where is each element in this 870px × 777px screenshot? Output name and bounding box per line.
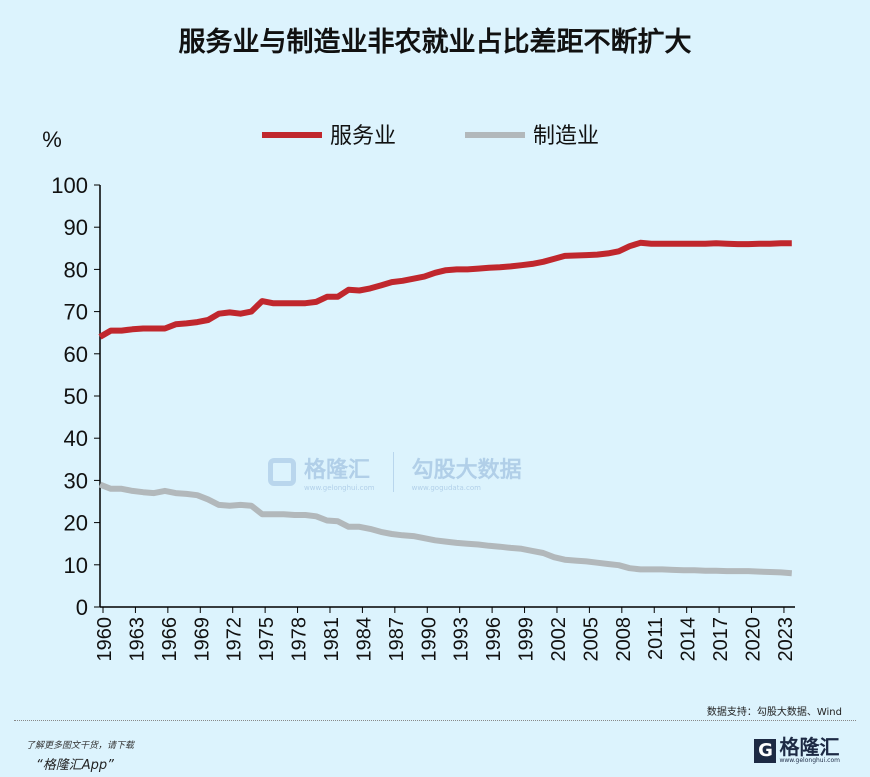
- gelonghui-logo-icon: [268, 458, 296, 486]
- x-tick-label: 2017: [710, 617, 732, 662]
- y-tick-label: 10: [64, 553, 88, 578]
- y-tick-label: 100: [51, 173, 88, 198]
- y-axis-label: %: [42, 127, 62, 152]
- x-tick-label: 1990: [418, 617, 440, 662]
- source-note: 数据支持：勾股大数据、Wind: [706, 707, 842, 718]
- x-tick-label: 1966: [159, 617, 181, 662]
- y-tick-label: 30: [64, 468, 88, 493]
- x-tick-label: 2008: [613, 617, 635, 662]
- x-tick-label: 2005: [580, 617, 602, 662]
- legend-label: 服务业: [330, 124, 396, 149]
- line-chart: % 0 10 20 30 40 50 60 70 80 90 100 1960 1963 1966 1969 1…: [42, 124, 797, 662]
- watermark-left: 格隆汇: [304, 458, 371, 483]
- x-tick-label: 1963: [126, 617, 148, 662]
- y-tick-label: 70: [64, 300, 88, 325]
- x-tick-label: 2014: [678, 617, 700, 662]
- logo: G 格隆汇 www.gelonghui.com: [754, 737, 840, 764]
- x-tick-label: 1960: [94, 617, 116, 662]
- x-tick-label: 1984: [353, 617, 375, 662]
- x-tick-label: 1981: [321, 617, 343, 662]
- legend-label: 制造业: [533, 124, 599, 149]
- x-tick-label: 2020: [743, 617, 765, 662]
- y-tick-label: 80: [64, 257, 88, 282]
- watermark-left-url: www.gelonghui.com: [304, 484, 375, 492]
- series-line-manufacturing: [98, 481, 793, 577]
- series-line-services: [98, 239, 792, 340]
- x-tick-label: 1969: [191, 617, 213, 662]
- logo-url: www.gelonghui.com: [779, 757, 840, 764]
- x-tick-label: 1972: [224, 617, 246, 662]
- logo-icon: G: [754, 738, 777, 763]
- x-tick-label: 1987: [386, 617, 408, 662]
- x-tick-label: 1993: [451, 617, 473, 662]
- divider: [14, 720, 856, 721]
- y-tick-label: 50: [64, 384, 88, 409]
- y-tick-label: 40: [64, 426, 88, 451]
- watermark: 格隆汇 www.gelonghui.com 勾股大数据 www.gogudata.c…: [268, 452, 522, 492]
- x-tick-label: 1996: [483, 617, 505, 662]
- watermark-right: 勾股大数据: [411, 458, 522, 483]
- x-tick-label: 2002: [548, 617, 570, 662]
- x-tick-label: 1975: [256, 617, 278, 662]
- chart-title: 服务业与制造业非农就业占比差距不断扩大: [178, 27, 692, 58]
- y-tick-label: 0: [76, 595, 88, 620]
- footer-line1: 了解更多图文干货，请下载: [26, 741, 135, 751]
- y-tick-label: 20: [64, 511, 88, 536]
- logo-text: 格隆汇: [779, 735, 840, 759]
- x-tick-label: 1999: [516, 617, 538, 662]
- footer-line2: “格隆汇App”: [36, 758, 114, 773]
- y-tick-label: 60: [64, 342, 88, 367]
- watermark-right-url: www.gogudata.com: [411, 484, 481, 492]
- x-tick-label: 2011: [645, 617, 667, 660]
- x-tick-label: 2023: [775, 617, 797, 662]
- watermark-divider: [392, 452, 394, 492]
- x-tick-label: 1978: [289, 617, 311, 662]
- y-tick-label: 90: [64, 215, 88, 240]
